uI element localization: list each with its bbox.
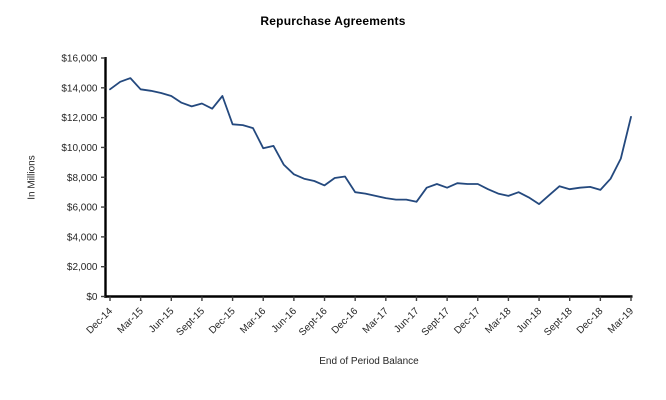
- x-tick-label: Jun-16: [270, 306, 300, 336]
- x-tick-label: Jun-17: [392, 306, 422, 336]
- y-tick-label: $10,000: [61, 143, 98, 154]
- x-tick-label: Dec-17: [452, 306, 483, 337]
- chart-title: Repurchase Agreements: [260, 14, 406, 28]
- x-tick-label: Sept-18: [542, 306, 575, 339]
- x-tick-label: Dec-15: [207, 306, 238, 337]
- x-tick-label: Mar-18: [483, 306, 513, 336]
- x-tick-label: Mar-15: [116, 306, 146, 336]
- x-tick-label: Mar-17: [361, 306, 391, 336]
- x-tick-label: Dec-16: [330, 306, 361, 337]
- y-tick-label: $12,000: [61, 113, 98, 124]
- x-tick-label: Sept-15: [175, 306, 208, 339]
- x-tick-label: Dec-14: [85, 306, 116, 337]
- y-tick-label: $16,000: [61, 54, 98, 65]
- x-tick-label: Mar-16: [238, 306, 268, 336]
- x-tick-label: Jun-15: [147, 306, 177, 336]
- y-tick-label: $0: [86, 292, 98, 303]
- x-tick-label: Mar-19: [606, 306, 636, 336]
- y-tick-label: $2,000: [67, 262, 98, 273]
- y-tick-label: $6,000: [67, 203, 98, 214]
- y-tick-label: $8,000: [67, 173, 98, 184]
- data-line-repurchase-agreements: [109, 77, 632, 206]
- y-tick-label: $4,000: [67, 232, 98, 243]
- x-tick-label: Jun-18: [515, 306, 545, 336]
- x-tick-label: Sept-16: [297, 306, 330, 339]
- x-axis-title: End of Period Balance: [319, 356, 419, 367]
- y-tick-label: $14,000: [61, 83, 98, 94]
- x-tick-label: Sept-17: [420, 306, 453, 339]
- x-tick-label: Dec-18: [575, 306, 606, 337]
